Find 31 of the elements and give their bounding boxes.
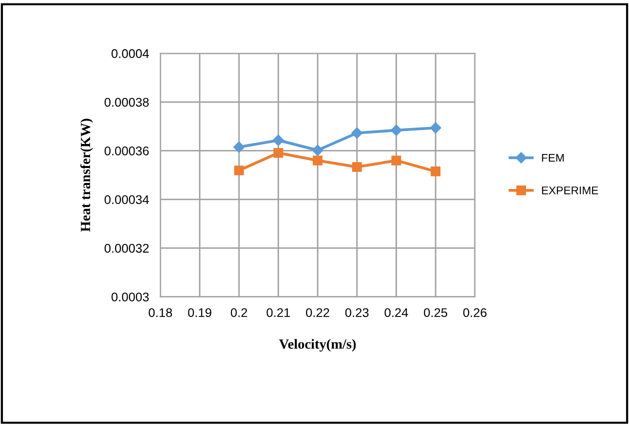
point (430, 122, 442, 134)
point (273, 148, 284, 158)
y-tick-label: 0.00038 (104, 98, 149, 107)
y-tick-label: 0.0004 (112, 49, 149, 58)
x-tick-label: 0.19 (188, 308, 212, 318)
x-tick-label: 0.25 (424, 308, 448, 318)
y-axis-title: Heat transfer(KW) (80, 118, 93, 232)
x-tick-label: 0.23 (345, 308, 369, 318)
x-tick-label: 0.22 (306, 308, 330, 318)
x-axis-title: Velocity(m/s) (279, 338, 356, 352)
x-tick-label: 0.24 (384, 308, 408, 318)
x-tick-label: 0.26 (463, 308, 487, 318)
point (390, 124, 402, 136)
point (351, 127, 363, 139)
x-tick-label: 0.18 (148, 308, 172, 318)
point (312, 156, 323, 166)
legend-label: FEM (542, 154, 564, 162)
x-tick-label: 0.21 (266, 308, 290, 318)
x-tick-label: 0.2 (230, 308, 248, 318)
point (391, 156, 402, 166)
point (312, 144, 324, 156)
point (430, 166, 440, 176)
y-tick-label: 0.0003 (112, 292, 149, 302)
y-tick-label: 0.00036 (104, 146, 149, 156)
point (352, 162, 362, 172)
point (233, 141, 245, 153)
y-tick-label: 0.00032 (104, 244, 149, 253)
point (234, 166, 244, 176)
y-tick-label: 0.00034 (104, 195, 149, 204)
point (272, 134, 284, 146)
legend-label: EXPERIME (542, 186, 598, 194)
